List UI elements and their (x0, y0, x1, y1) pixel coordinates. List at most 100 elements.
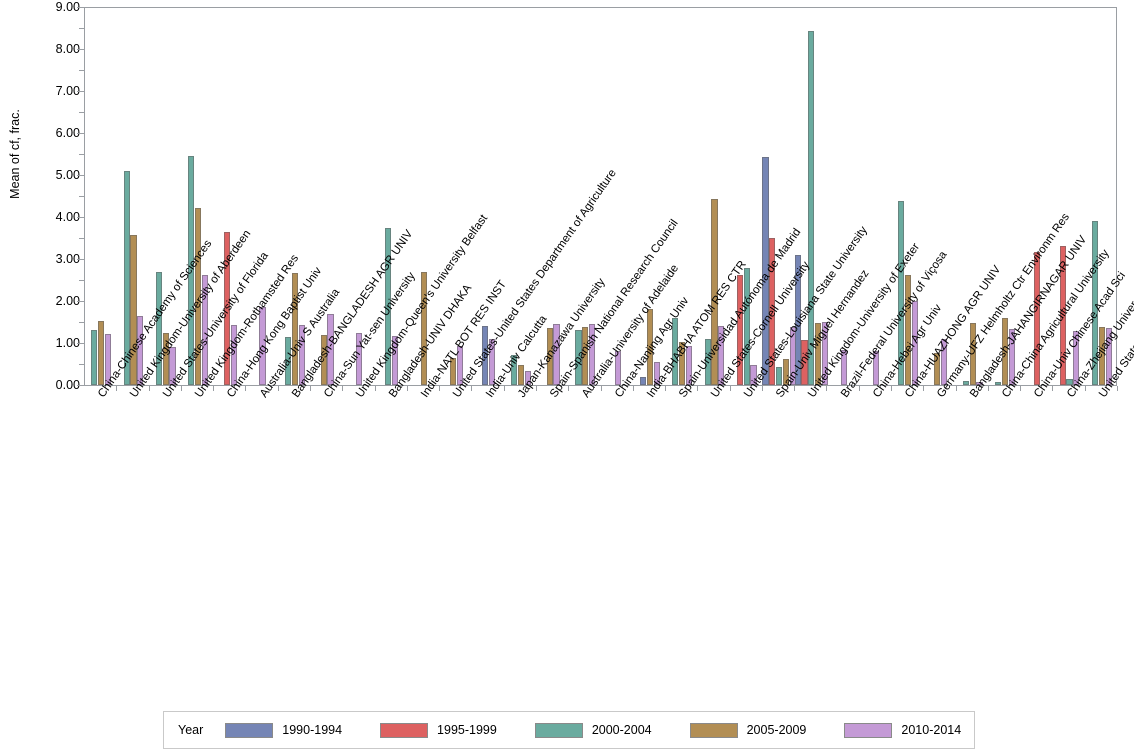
y-tick-mark (77, 175, 84, 176)
bar[interactable] (575, 329, 582, 385)
bar[interactable] (762, 156, 769, 385)
bar[interactable] (391, 336, 399, 385)
bar[interactable] (653, 361, 660, 385)
bar[interactable] (162, 333, 169, 385)
bar[interactable] (821, 322, 829, 385)
bar[interactable] (320, 334, 327, 385)
bar[interactable] (704, 339, 711, 385)
bar[interactable] (711, 198, 718, 385)
y-tick-label: 6.00 (55, 126, 80, 140)
bar[interactable] (840, 350, 847, 385)
bar[interactable] (940, 338, 947, 385)
bar[interactable] (327, 313, 334, 385)
y-tick-label: 1.00 (55, 336, 80, 350)
legend-item[interactable]: 2000-2004 (534, 722, 652, 738)
bar[interactable] (420, 272, 428, 385)
bar[interactable] (356, 332, 363, 385)
bar[interactable] (1066, 379, 1073, 385)
bar[interactable] (736, 274, 744, 385)
legend-label: 2010-2014 (901, 723, 962, 737)
x-tick-mark (342, 386, 344, 391)
bar[interactable] (898, 201, 905, 385)
bar[interactable] (298, 325, 305, 385)
bar[interactable] (155, 272, 162, 385)
bar[interactable] (685, 346, 693, 385)
bar[interactable] (194, 208, 202, 385)
x-tick-mark (1020, 386, 1022, 391)
bar[interactable] (1001, 317, 1009, 385)
bar[interactable] (1091, 220, 1099, 385)
bar[interactable] (582, 326, 589, 385)
bar[interactable] (1008, 329, 1015, 385)
bar[interactable] (524, 371, 531, 385)
bar[interactable] (1073, 331, 1080, 385)
bar[interactable] (169, 347, 176, 385)
bar[interactable] (614, 350, 621, 385)
bar[interactable] (230, 324, 237, 385)
legend-label: 2000-2004 (591, 723, 652, 737)
bar[interactable] (123, 170, 130, 385)
bar[interactable] (1059, 245, 1066, 385)
bar[interactable] (872, 350, 879, 385)
bar[interactable] (553, 324, 560, 385)
legend[interactable]: Year 1990-1994 1995-1999 2000-2004 2005-200… (163, 711, 975, 749)
plot-area (84, 7, 1117, 386)
bar[interactable] (794, 255, 801, 385)
bar[interactable] (646, 309, 653, 385)
bar[interactable] (750, 365, 757, 385)
bar[interactable] (801, 340, 808, 385)
bar[interactable] (104, 333, 112, 385)
bar[interactable] (976, 381, 983, 385)
y-tick-mark (77, 259, 84, 260)
bar[interactable] (672, 317, 679, 385)
x-tick-mark (697, 386, 699, 391)
bar[interactable] (808, 30, 815, 385)
bar[interactable] (1098, 327, 1105, 385)
bar[interactable] (188, 155, 195, 385)
legend-label: 1990-1994 (282, 723, 343, 737)
bar[interactable] (718, 325, 725, 385)
bar[interactable] (995, 381, 1002, 385)
bar[interactable] (385, 228, 392, 385)
bar[interactable] (775, 367, 783, 385)
bar[interactable] (546, 327, 553, 385)
bar[interactable] (201, 274, 208, 385)
bar[interactable] (640, 377, 647, 385)
bar[interactable] (449, 358, 456, 385)
bar[interactable] (130, 235, 137, 385)
y-tick-mark-minor (79, 154, 84, 155)
legend-color-swatch (534, 722, 583, 738)
bar[interactable] (782, 359, 789, 385)
legend-item[interactable]: 1990-1994 (225, 722, 343, 738)
bar[interactable] (933, 353, 941, 385)
bar[interactable] (482, 326, 489, 385)
bar[interactable] (679, 342, 686, 385)
bar[interactable] (962, 381, 970, 385)
bar[interactable] (223, 232, 230, 385)
bar[interactable] (743, 267, 750, 385)
bar[interactable] (1105, 327, 1112, 385)
bar[interactable] (589, 324, 596, 385)
bar[interactable] (456, 345, 463, 385)
bar[interactable] (510, 355, 518, 385)
y-tick-mark (77, 343, 84, 344)
bar[interactable] (1034, 252, 1041, 385)
bar[interactable] (91, 329, 98, 385)
legend-item[interactable]: 1995-1999 (380, 722, 497, 738)
bar[interactable] (969, 322, 976, 385)
bar[interactable] (517, 365, 524, 385)
bar[interactable] (815, 322, 822, 385)
bar[interactable] (137, 315, 144, 385)
bar[interactable] (98, 321, 105, 385)
legend-item[interactable]: 2010-2014 (844, 722, 962, 738)
y-tick-label: 0.00 (55, 378, 80, 392)
bar[interactable] (284, 336, 292, 385)
bar[interactable] (259, 307, 266, 385)
bar[interactable] (911, 301, 919, 385)
bar[interactable] (291, 272, 298, 385)
legend-item[interactable]: 2005-2009 (689, 722, 806, 738)
bar[interactable] (488, 338, 495, 385)
bar[interactable] (769, 238, 776, 385)
bar[interactable] (905, 274, 912, 385)
